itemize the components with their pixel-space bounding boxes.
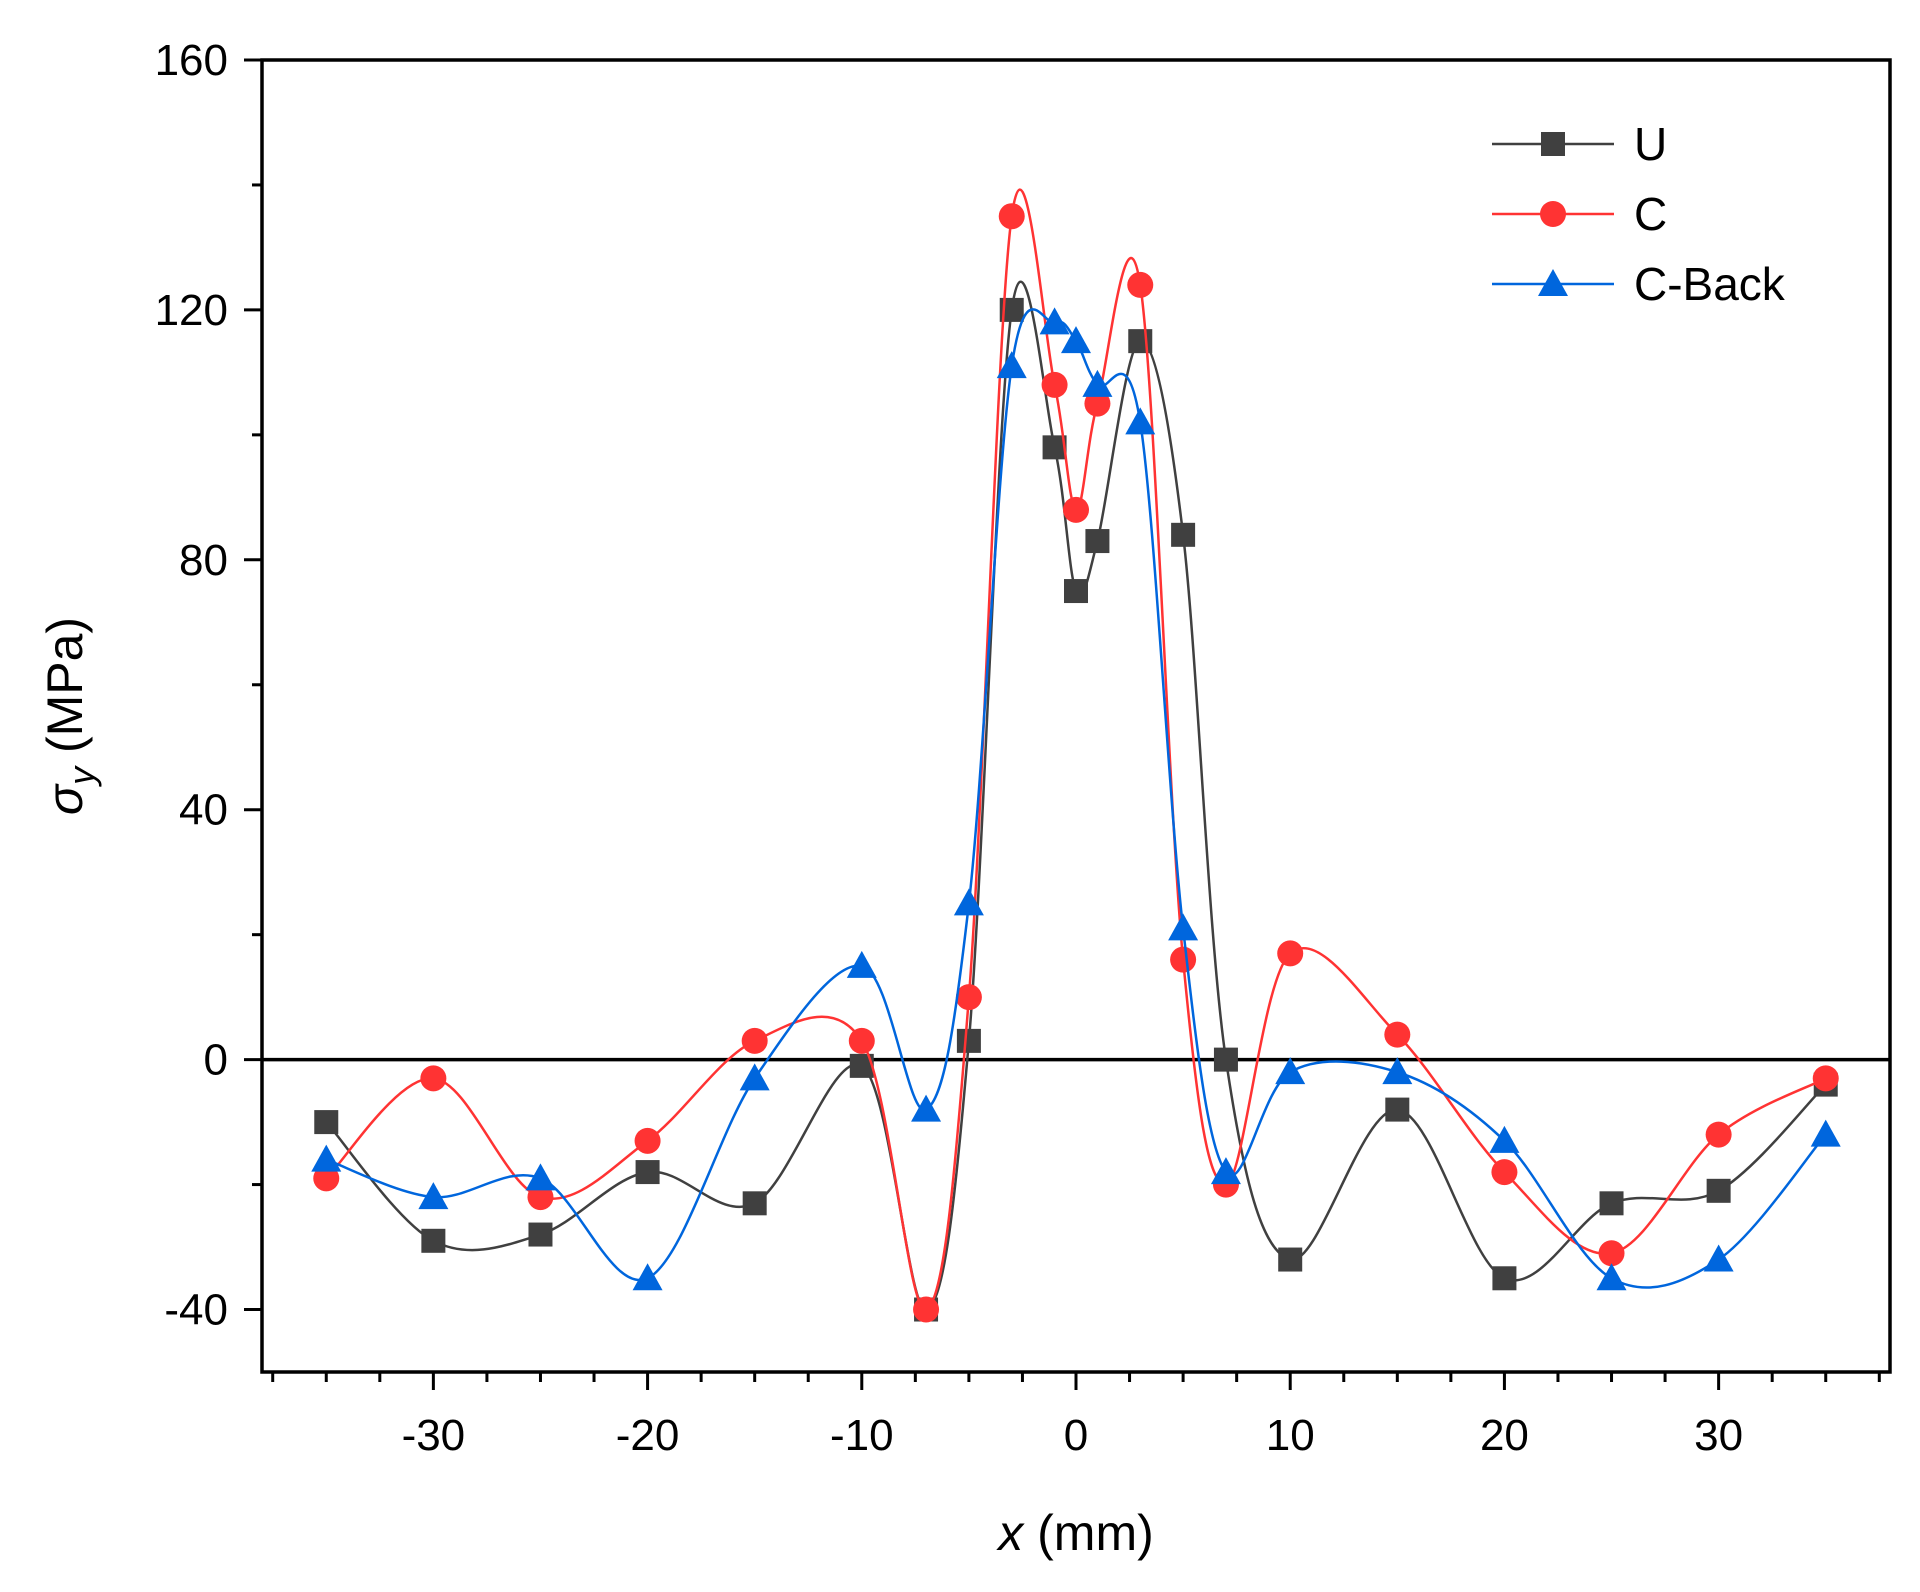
x-tick-label: 20 bbox=[1480, 1411, 1529, 1460]
data-point-c-back bbox=[953, 888, 984, 916]
data-point-c-back bbox=[1039, 307, 1070, 335]
y-axis-label: σy (MPa) bbox=[37, 617, 102, 815]
y-tick-label: 160 bbox=[155, 36, 228, 85]
data-point-u bbox=[1213, 1047, 1238, 1072]
data-point-c-back bbox=[525, 1163, 556, 1191]
data-point-c-back bbox=[311, 1144, 342, 1172]
data-point-c-back bbox=[1810, 1119, 1841, 1147]
data-point-u bbox=[1385, 1097, 1410, 1122]
data-point-u bbox=[528, 1222, 553, 1247]
data-point-c-back bbox=[739, 1063, 770, 1091]
data-point-u bbox=[1599, 1191, 1624, 1216]
legend-label: C bbox=[1634, 188, 1667, 240]
series-c bbox=[313, 188, 1839, 1323]
data-point-u bbox=[1492, 1266, 1517, 1291]
data-point-c bbox=[634, 1127, 661, 1154]
data-point-c bbox=[313, 1165, 340, 1192]
legend-marker bbox=[1540, 201, 1566, 227]
data-point-c bbox=[955, 984, 982, 1011]
data-point-c bbox=[1084, 390, 1111, 417]
data-point-c bbox=[1277, 940, 1304, 967]
data-point-u bbox=[314, 1110, 339, 1135]
data-point-c-back bbox=[1382, 1057, 1413, 1085]
series-layer bbox=[311, 188, 1841, 1323]
data-point-c bbox=[1598, 1240, 1625, 1267]
y-tick-label: 120 bbox=[155, 286, 228, 335]
data-point-u bbox=[635, 1160, 660, 1185]
data-point-u bbox=[1128, 329, 1153, 354]
data-point-c-back bbox=[911, 1094, 942, 1122]
data-point-c bbox=[527, 1184, 554, 1211]
plot-frame bbox=[260, 58, 1892, 1374]
data-point-u bbox=[1064, 579, 1088, 604]
data-point-u bbox=[1171, 522, 1196, 547]
data-point-c-back bbox=[996, 351, 1027, 379]
y-axis-subscript: y bbox=[61, 765, 102, 788]
legend-label: C-Back bbox=[1634, 258, 1786, 310]
data-point-c-back bbox=[1703, 1244, 1734, 1272]
x-tick-label: -20 bbox=[616, 1411, 680, 1460]
series-u bbox=[314, 280, 1838, 1322]
data-point-c-back bbox=[1168, 913, 1199, 941]
data-point-c bbox=[1384, 1021, 1411, 1048]
legend-label: U bbox=[1634, 118, 1667, 170]
data-point-c bbox=[1812, 1065, 1839, 1092]
data-point-c-back bbox=[418, 1182, 449, 1210]
data-point-u bbox=[421, 1228, 446, 1253]
data-point-c-back bbox=[1275, 1057, 1306, 1085]
data-point-c bbox=[1491, 1159, 1518, 1186]
data-point-u bbox=[1278, 1247, 1303, 1272]
data-point-c-back bbox=[1061, 326, 1091, 354]
data-point-c-back bbox=[1125, 407, 1156, 435]
series-line-u bbox=[325, 280, 1827, 1311]
data-point-c-back bbox=[1210, 1157, 1241, 1185]
series-line-c bbox=[325, 188, 1827, 1311]
data-point-c bbox=[1063, 496, 1089, 523]
y-axis-var: σ bbox=[37, 783, 93, 815]
y-tick-label: 40 bbox=[179, 786, 228, 835]
data-point-c-back bbox=[1082, 369, 1113, 397]
series-c-back bbox=[311, 307, 1841, 1291]
data-point-u bbox=[956, 1028, 981, 1053]
data-point-u bbox=[742, 1191, 767, 1216]
data-point-c bbox=[1170, 946, 1197, 973]
data-point-c-back bbox=[632, 1263, 663, 1291]
data-point-c bbox=[913, 1296, 940, 1323]
x-tick-label: 0 bbox=[1064, 1411, 1088, 1460]
data-point-c bbox=[1705, 1121, 1732, 1148]
data-point-u bbox=[1706, 1178, 1731, 1203]
y-tick-label: 80 bbox=[179, 536, 228, 585]
y-tick-label: 0 bbox=[204, 1036, 228, 1085]
data-point-c bbox=[741, 1027, 768, 1054]
data-point-c bbox=[848, 1027, 875, 1054]
x-tick-label: 30 bbox=[1694, 1411, 1743, 1460]
series-line-c-back bbox=[325, 308, 1827, 1289]
y-tick-label: -40 bbox=[164, 1286, 228, 1335]
axis-layer: -30 -20 -10 0 10 20 30 -40 0 40 80 120 160 bbox=[155, 36, 1881, 1460]
data-point-c-back bbox=[846, 950, 877, 978]
legend: UC C-Back bbox=[1492, 118, 1786, 310]
y-axis-unit: (MPa) bbox=[37, 617, 93, 767]
legend-marker bbox=[1541, 132, 1565, 156]
x-tick-label: 10 bbox=[1266, 1411, 1315, 1460]
data-point-c-back bbox=[1489, 1125, 1520, 1153]
data-point-u bbox=[1085, 529, 1110, 554]
x-axis-label: x (mm) bbox=[996, 1505, 1154, 1561]
x-tick-label: -30 bbox=[402, 1411, 466, 1460]
x-tick-label: -10 bbox=[830, 1411, 894, 1460]
x-axis-unit: (mm) bbox=[1023, 1505, 1154, 1561]
data-point-c bbox=[420, 1065, 447, 1092]
x-axis-var: x bbox=[996, 1505, 1025, 1561]
data-point-c bbox=[998, 203, 1025, 230]
data-point-c bbox=[1127, 271, 1154, 298]
legend-marker bbox=[1538, 269, 1568, 296]
data-point-c-back bbox=[1596, 1263, 1627, 1291]
data-point-c bbox=[1041, 371, 1068, 398]
